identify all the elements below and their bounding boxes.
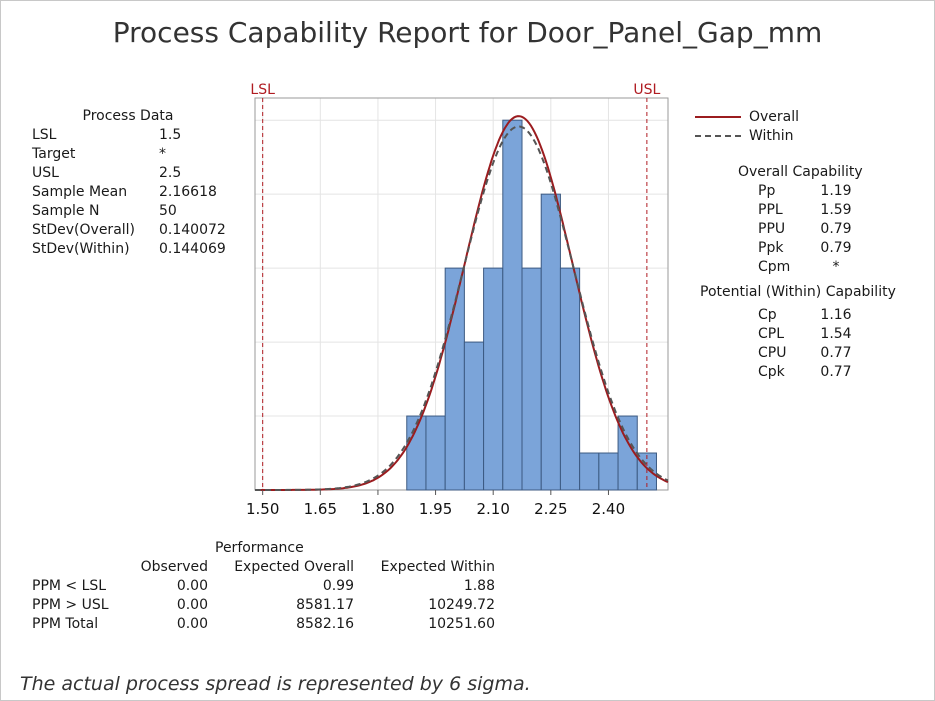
- process-data-row: LSL 1.5: [32, 127, 182, 143]
- capability-row: Cpk 0.77: [758, 364, 852, 380]
- capability-row: PPU 0.79: [758, 221, 852, 237]
- overall-capability-heading: Overall Capability: [738, 164, 863, 180]
- performance-row: PPM > USL 0.00 8581.17 10249.72: [32, 597, 495, 613]
- legend-item-overall: Overall: [695, 107, 799, 126]
- x-tick-label: 1.50: [246, 500, 279, 518]
- histogram-bar: [463, 341, 485, 491]
- performance-heading: Performance: [215, 540, 304, 556]
- histogram-bar: [598, 452, 619, 491]
- capability-row: Cpm *: [758, 259, 840, 275]
- capability-row: Cp 1.16: [758, 307, 852, 323]
- within-capability-table: Cp 1.16 CPL 1.54 CPU 0.77 Cpk 0.77: [758, 306, 854, 382]
- histogram-bar: [502, 119, 523, 491]
- capability-row: Pp 1.19: [758, 183, 852, 199]
- capability-row: Ppk 0.79: [758, 240, 852, 256]
- x-tick-label: 1.65: [304, 500, 337, 518]
- capability-row: CPU 0.77: [758, 345, 852, 361]
- process-data-row: USL 2.5: [32, 165, 182, 181]
- process-data-row: Target *: [32, 146, 166, 162]
- performance-row: PPM < LSL 0.00 0.99 1.88: [32, 578, 495, 594]
- histogram-bar: [521, 267, 542, 491]
- lsl-label: LSL: [250, 82, 275, 98]
- histogram-bar: [579, 452, 600, 491]
- footnote: The actual process spread is represented…: [20, 673, 531, 695]
- histogram-bar: [425, 415, 446, 491]
- x-tick-label: 2.25: [534, 500, 567, 518]
- dashed-line-icon: [695, 134, 741, 137]
- process-data-row: StDev(Overall) 0.140072: [32, 222, 226, 238]
- chart-legend: Overall Within: [695, 107, 799, 145]
- histogram-bar: [540, 193, 561, 491]
- capability-row: PPL 1.59: [758, 202, 852, 218]
- histogram-bar: [483, 267, 504, 491]
- solid-line-icon: [695, 115, 741, 118]
- process-data-table: LSL 1.5 Target * USL 2.5 Sample Mean 2.16618…: [32, 126, 226, 259]
- process-data-row: StDev(Within) 0.144069: [32, 241, 226, 257]
- within-curve: [255, 125, 669, 491]
- legend-item-within: Within: [695, 126, 799, 145]
- performance-table: Observed Expected Overall Expected Withi…: [32, 558, 495, 634]
- report-title: Process Capability Report for Door_Panel…: [112, 16, 823, 49]
- x-tick-label: 2.10: [476, 500, 509, 518]
- performance-header-row: Observed Expected Overall Expected Withi…: [140, 559, 495, 575]
- overall-capability-table: Pp 1.19 PPL 1.59 PPU 0.79 Ppk 0.79 Cpm *: [758, 182, 854, 277]
- capability-row: CPL 1.54: [758, 326, 852, 342]
- histogram-bar: [559, 267, 581, 491]
- process-data-row: Sample Mean 2.16618: [32, 184, 217, 200]
- x-tick-label: 2.40: [592, 500, 625, 518]
- process-data-heading: Process Data: [82, 108, 174, 124]
- x-tick-label: 1.95: [419, 500, 452, 518]
- performance-row: PPM Total 0.00 8582.16 10251.60: [32, 616, 495, 632]
- process-data-row: Sample N 50: [32, 203, 177, 219]
- within-capability-heading: Potential (Within) Capability: [700, 284, 896, 300]
- x-tick-label: 1.80: [361, 500, 394, 518]
- capability-histogram: LSL USL 1.50 1.65 1.80 1.95 2.10 2.25 2.40: [246, 82, 669, 518]
- usl-label: USL: [633, 82, 660, 98]
